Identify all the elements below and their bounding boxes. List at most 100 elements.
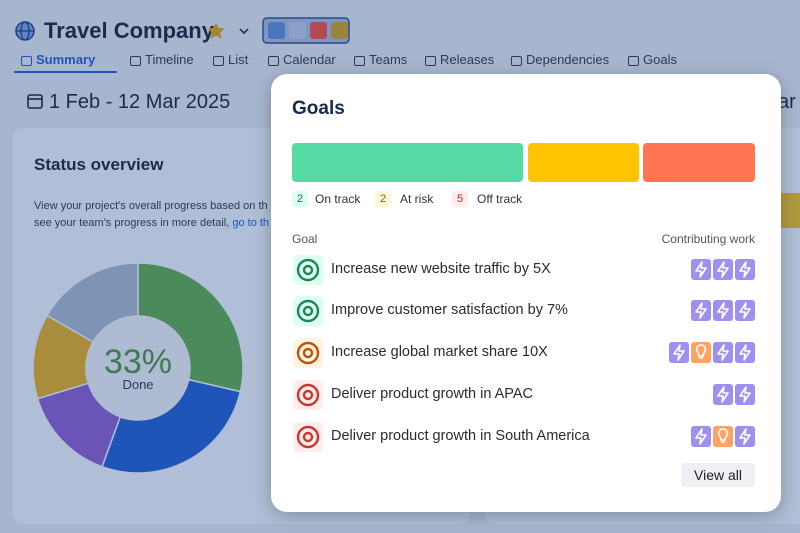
work-icon: [691, 300, 711, 321]
goal-target: [296, 258, 320, 282]
work-glyph: [695, 302, 707, 319]
work-icon: [713, 384, 733, 405]
legend-count: 5: [452, 191, 468, 207]
target-ring: [296, 425, 320, 449]
lightning: [673, 344, 685, 361]
tab-icon: [628, 56, 639, 66]
status-title: Status overview: [34, 155, 164, 174]
work-icon: [669, 342, 689, 363]
lightning: [739, 386, 751, 403]
column-header: Goal: [292, 232, 318, 246]
work-glyph: [673, 344, 685, 361]
work-glyph: [739, 428, 751, 445]
work-glyph: [739, 386, 751, 403]
donut-label: Done: [122, 377, 154, 392]
tab-icon: [213, 56, 224, 66]
target-dot: [302, 264, 314, 276]
lightning: [717, 386, 729, 403]
tab[interactable]: Calendar: [283, 52, 336, 67]
work-icon: [713, 426, 733, 447]
goal-status-icon: [293, 422, 323, 452]
work-glyph: [739, 302, 751, 319]
donut-chart: [32, 262, 244, 474]
work-icon: [713, 342, 733, 363]
side-card-bar: [781, 193, 800, 228]
work-icon: [691, 342, 711, 363]
goal-target: [296, 425, 320, 449]
date-range: 1 Feb - 12 Mar 2025: [49, 91, 231, 113]
work-icon: [735, 384, 755, 405]
tab[interactable]: Dependencies: [526, 52, 610, 67]
status-description: View your project's overall progress bas…: [34, 200, 268, 212]
goal-name: Deliver product growth in APAC: [331, 386, 534, 402]
donut-percent: 33%: [103, 343, 173, 381]
work-glyph: [717, 428, 729, 443]
tab[interactable]: List: [228, 52, 249, 67]
target-dot: [302, 347, 314, 359]
work-icon: [691, 426, 711, 447]
target-ring: [296, 341, 320, 365]
tab-icon: [21, 56, 32, 66]
header-actions[interactable]: [207, 21, 267, 41]
app-icons[interactable]: [262, 17, 350, 44]
goals-modal: Goals 2 On track 2 At risk 5 Off track G…: [271, 74, 781, 512]
goal-target: [296, 341, 320, 365]
goal-name: Increase global market share 10X: [331, 344, 548, 360]
work-icon: [713, 259, 733, 280]
goal-target: [296, 299, 320, 323]
lightning: [717, 261, 729, 278]
active-tab-underline: [14, 71, 117, 73]
bulb: [695, 344, 707, 359]
target-ring: [296, 299, 320, 323]
view-all-button[interactable]: View all: [681, 463, 755, 487]
goal-status-icon: [293, 338, 323, 368]
tab[interactable]: Summary: [36, 52, 96, 67]
tab[interactable]: Teams: [369, 52, 408, 67]
on-track-bar: [292, 143, 523, 182]
target-ring: [296, 258, 320, 282]
lightning: [717, 302, 729, 319]
target-ring: [296, 383, 320, 407]
tab-icon: [511, 56, 522, 66]
lightning: [695, 428, 707, 445]
status-description-text: see your team's progress in more detail,: [34, 217, 233, 229]
goal-status-icon: [293, 255, 323, 285]
goal-target: [296, 383, 320, 407]
column-header: Contributing work: [661, 232, 755, 246]
work-icon: [735, 426, 755, 447]
legend-label: At risk: [400, 192, 434, 206]
goal-status-icon: [293, 380, 323, 410]
work-glyph: [717, 261, 729, 278]
work-glyph: [739, 261, 751, 278]
work-glyph: [695, 344, 707, 359]
legend-count: 2: [292, 191, 308, 207]
goal-name: Deliver product growth in South America: [331, 428, 590, 444]
tab[interactable]: Timeline: [145, 52, 194, 67]
goal-name: Increase new website traffic by 5X: [331, 261, 551, 277]
work-icon: [713, 300, 733, 321]
tab[interactable]: Goals: [643, 52, 677, 67]
work-glyph: [695, 261, 707, 278]
status-link[interactable]: go to th: [232, 217, 270, 229]
work-icon: [735, 300, 755, 321]
lightning: [739, 428, 751, 445]
modal-title: Goals: [292, 98, 345, 119]
tab[interactable]: Releases: [440, 52, 495, 67]
work-icon: [691, 259, 711, 280]
partial-heading: ar: [778, 91, 796, 113]
bulb: [717, 428, 729, 443]
lightning: [739, 261, 751, 278]
lightning: [695, 302, 707, 319]
work-glyph: [739, 344, 751, 361]
legend-label: Off track: [477, 192, 523, 206]
tab-icon: [354, 56, 365, 66]
at-risk-bar: [528, 143, 639, 182]
tab-icon: [130, 56, 141, 66]
project-title: Travel Company: [44, 18, 214, 43]
target-dot: [302, 389, 314, 401]
work-icon: [735, 342, 755, 363]
calendar-icon: [27, 94, 43, 109]
target-dot: [302, 305, 314, 317]
work-icon: [735, 259, 755, 280]
